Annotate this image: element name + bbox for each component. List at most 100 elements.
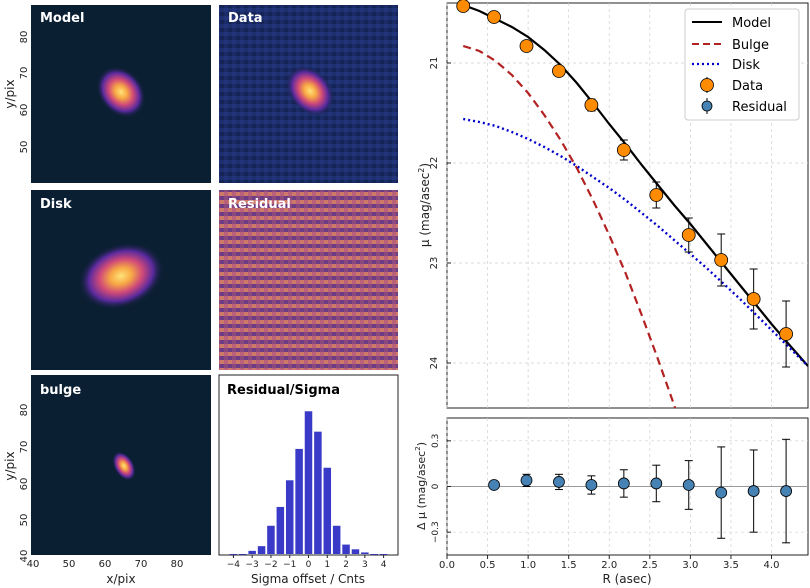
data-point — [519, 39, 534, 53]
panel-data: Data — [219, 5, 398, 183]
image-axes: y/pix 80 70 60 50 y/pix 80 70 60 50 40 4… — [3, 31, 183, 586]
image-xlabel: x/pix — [106, 572, 135, 586]
histogram-bar — [361, 552, 369, 554]
legend: Model Bulge Disk Data Residual — [684, 8, 800, 121]
histogram-bar — [229, 554, 238, 555]
histogram-bar — [304, 411, 313, 554]
image-ytick: 40 — [19, 550, 30, 563]
panel-bulge: bulge — [31, 375, 211, 555]
residual-xtick-label: 3.5 — [723, 560, 739, 571]
panel-residual: Residual — [219, 190, 398, 370]
histogram-bar — [276, 506, 285, 554]
histogram-bar — [314, 431, 322, 554]
residual-grid — [446, 418, 808, 555]
residual-xtick-label: 0.5 — [480, 560, 496, 571]
residual-xtick-label: 0.0 — [439, 560, 455, 571]
data-point — [714, 253, 729, 267]
histogram-bar — [323, 467, 332, 554]
panel-residual-label: Residual — [228, 197, 291, 212]
histogram-bars — [229, 411, 388, 555]
histogram-bar — [257, 546, 266, 554]
residual-point — [780, 485, 792, 497]
legend-bulge-label: Bulge — [732, 38, 769, 53]
residual-xtick-label: 4.0 — [764, 560, 780, 571]
residual-ytick-label: 0 — [431, 483, 441, 489]
profile-ylabel-sup: 2 — [417, 168, 426, 173]
image-ytick: 60 — [19, 104, 30, 117]
histogram-bar — [370, 554, 378, 555]
profile-ytick-label: 23 — [429, 257, 440, 270]
profile-ytick-label: 21 — [429, 57, 440, 70]
data-point — [584, 98, 599, 112]
image-ytick: 80 — [19, 31, 30, 44]
data-point — [456, 0, 471, 13]
profile-curves — [462, 3, 808, 408]
residual-xlabel: R (asec) — [602, 572, 651, 586]
data-point — [616, 143, 631, 157]
profile-curve-bulge — [462, 44, 677, 408]
histogram-xtick-label: −4 — [227, 560, 241, 570]
profile-ytick-label: 24 — [429, 357, 440, 370]
legend-residual-label: Residual — [732, 100, 787, 115]
residual-xticks: 0.0 0.5 1.0 1.5 2.0 2.5 3.0 3.5 4.0 — [439, 555, 779, 571]
profile-ylabel-tail: ) — [418, 163, 432, 168]
panel-disk: Disk — [31, 190, 211, 370]
residual-point — [650, 477, 663, 490]
histogram-xtick-label: 2 — [343, 560, 349, 570]
data-point — [681, 228, 696, 242]
legend-model-label: Model — [732, 16, 771, 31]
histogram-bar — [248, 550, 256, 554]
profile-grid — [446, 3, 808, 408]
image-xtick: 80 — [171, 559, 184, 570]
profile-yticks: 21 22 23 24 — [429, 57, 451, 370]
histogram-bar — [342, 544, 350, 554]
histogram-xtick-label: 3 — [362, 560, 368, 570]
histogram-bar — [332, 525, 341, 554]
profile-ylabel: μ (mag/asec2) — [417, 163, 432, 247]
histogram-bar — [267, 525, 275, 554]
residual-ytick-label: −0.3 — [431, 521, 441, 543]
residual-point — [747, 485, 760, 497]
histogram-xtick-label: −3 — [246, 560, 259, 570]
image-xtick: 70 — [135, 559, 148, 570]
image-ytick: 80 — [19, 404, 30, 417]
legend-data-label: Data — [732, 79, 763, 94]
residual-ylabel-tail: ) — [415, 442, 428, 446]
profile-ytick-label: 22 — [429, 157, 440, 170]
panel-bulge-label: bulge — [40, 383, 81, 398]
profile-curve-model — [462, 3, 808, 367]
disk-galaxy-blob — [78, 242, 164, 310]
histogram-bar — [351, 549, 360, 554]
residual-xtick-label: 1.5 — [561, 560, 577, 571]
residual-point — [553, 476, 565, 488]
histogram-xtick-label: −1 — [283, 560, 296, 570]
histogram-xticks: −4 −3 −2 −1 0 1 2 3 4 — [227, 555, 387, 570]
residual-panel: 0.3 0 −0.3 0.0 0.5 1.0 1.5 2.0 2.5 3.0 3.5 4.0 Δ μ… — [414, 417, 809, 586]
panel-data-label: Data — [228, 11, 263, 26]
panel-disk-label: Disk — [40, 197, 72, 212]
legend-data-swatch — [700, 78, 714, 92]
panel-model-label: Model — [40, 11, 84, 26]
legend-box — [684, 8, 800, 121]
image-ylabel-bottom: y/pix — [3, 451, 17, 480]
panel-model: Model — [31, 5, 211, 183]
profile-data-points — [456, 0, 793, 368]
legend-disk-label: Disk — [732, 58, 760, 73]
residual-ylabel-main: Δ μ (mag/asec — [415, 451, 428, 530]
histogram-xtick-label: −2 — [264, 560, 277, 570]
data-galaxy-blob — [285, 65, 335, 117]
histogram-bar — [239, 554, 247, 555]
residual-ylabel-sup: 2 — [414, 446, 422, 450]
histogram-bar — [285, 480, 294, 554]
model-galaxy-blob — [96, 66, 146, 118]
data-point — [649, 188, 664, 202]
residual-point — [520, 474, 533, 487]
image-ytick: 50 — [19, 141, 30, 154]
profile-ylabel-main: μ (mag/asec — [418, 173, 432, 247]
residual-xtick-label: 2.0 — [601, 560, 617, 571]
residual-point — [585, 479, 598, 491]
data-point — [779, 327, 793, 341]
histogram-xtick-label: 4 — [381, 560, 387, 570]
image-xtick: 40 — [27, 559, 40, 570]
